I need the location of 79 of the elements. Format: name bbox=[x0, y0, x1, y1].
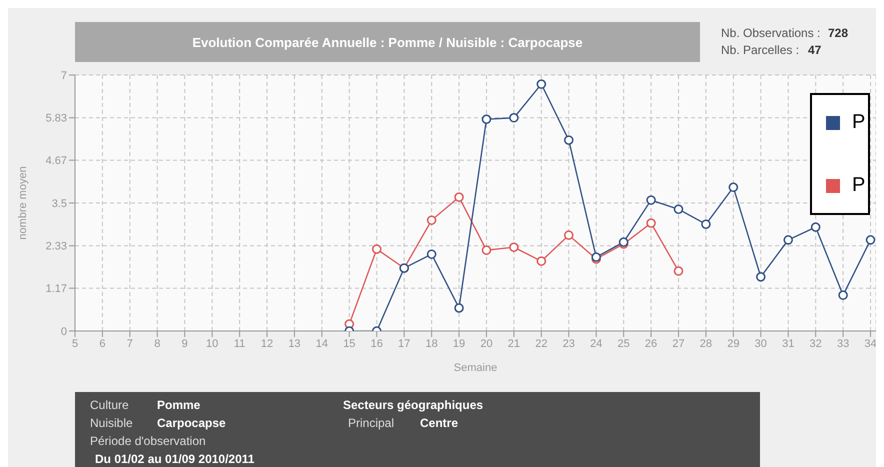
text: Nb. Observations : bbox=[721, 26, 820, 40]
x-tick-label: 30 bbox=[754, 338, 767, 350]
x-tick-label: 28 bbox=[700, 338, 712, 350]
x-tick-label: 24 bbox=[590, 338, 602, 350]
y-tick-label: 5.83 bbox=[46, 112, 67, 125]
point bbox=[728, 182, 738, 192]
chart-title: Evolution Comparée Annuelle : Pomme / Nuisible : Carpocapse bbox=[75, 22, 700, 62]
x-tick-label: 22 bbox=[535, 338, 548, 350]
point bbox=[756, 272, 766, 282]
x-tick-label: 15 bbox=[343, 338, 356, 350]
point bbox=[701, 219, 711, 229]
x-tick-label: 31 bbox=[782, 338, 794, 350]
x-tick-label: 8 bbox=[154, 338, 160, 350]
point bbox=[509, 242, 519, 252]
x-tick-label: 14 bbox=[316, 338, 328, 350]
x-axis-title: Semaine bbox=[454, 362, 498, 374]
text: Pomme bbox=[157, 398, 200, 412]
x-tick-label: 10 bbox=[206, 338, 218, 350]
text: Période d'observation bbox=[90, 434, 206, 448]
x-tick-label: 9 bbox=[182, 338, 188, 350]
point bbox=[646, 218, 656, 228]
point bbox=[426, 249, 436, 259]
y-tick-label: 4.67 bbox=[46, 155, 67, 168]
point bbox=[536, 79, 546, 89]
x-tick-label: 33 bbox=[836, 338, 850, 350]
x-tick-label: 25 bbox=[618, 338, 630, 350]
y-tick-label: 7 bbox=[60, 70, 67, 82]
text: Principal bbox=[348, 416, 394, 430]
x-tick-label: 7 bbox=[126, 338, 133, 350]
x-tick-label: 17 bbox=[398, 338, 410, 350]
legend-label: P bbox=[852, 111, 866, 134]
x-tick-label: 13 bbox=[288, 338, 301, 350]
point bbox=[454, 303, 464, 313]
text: Secteurs géographiques bbox=[343, 398, 484, 412]
x-tick-label: 27 bbox=[672, 338, 685, 350]
text: 47 bbox=[808, 43, 822, 57]
point bbox=[810, 222, 820, 232]
text: 728 bbox=[828, 26, 848, 40]
x-tick-label: 18 bbox=[425, 338, 438, 350]
point bbox=[509, 113, 519, 123]
x-tick-label: 6 bbox=[99, 338, 106, 350]
x-tick-label: 23 bbox=[562, 338, 575, 350]
legend-label: P bbox=[852, 174, 866, 197]
point bbox=[482, 245, 492, 255]
y-tick-label: 2.33 bbox=[46, 240, 67, 253]
text: Culture bbox=[90, 398, 129, 412]
x-tick-label: 11 bbox=[234, 338, 246, 350]
point bbox=[646, 195, 656, 205]
y-tick-label: 0 bbox=[60, 326, 67, 338]
point bbox=[674, 204, 684, 214]
text: Carpocapse bbox=[157, 416, 226, 430]
x-tick-label: 19 bbox=[452, 338, 466, 350]
point bbox=[866, 235, 876, 245]
y-tick-label: 1.17 bbox=[46, 283, 67, 296]
point bbox=[426, 215, 436, 225]
point bbox=[838, 290, 848, 300]
y-axis-title: nombre moyen bbox=[16, 166, 29, 240]
x-tick-label: 26 bbox=[644, 338, 658, 350]
text: Centre bbox=[420, 416, 458, 430]
x-tick-label: 34 bbox=[864, 338, 877, 350]
x-tick-label: 16 bbox=[370, 338, 383, 350]
x-tick-label: 12 bbox=[260, 338, 274, 350]
x-tick-label: 21 bbox=[508, 338, 520, 350]
text: Du 01/02 au 01/09 2010/2011 bbox=[95, 452, 254, 466]
x-tick-label: 5 bbox=[72, 338, 78, 350]
x-tick-label: 32 bbox=[810, 338, 822, 350]
point bbox=[783, 235, 793, 245]
point bbox=[564, 230, 574, 240]
point bbox=[372, 244, 382, 254]
point bbox=[536, 256, 546, 266]
x-tick-label: 20 bbox=[480, 338, 493, 350]
text: Nuisible bbox=[90, 416, 133, 430]
point bbox=[674, 266, 684, 276]
point bbox=[564, 135, 574, 145]
x-tick-label: 29 bbox=[727, 338, 740, 350]
text: Nb. Parcelles : bbox=[721, 43, 800, 57]
point bbox=[454, 192, 464, 202]
point bbox=[482, 114, 492, 124]
y-tick-label: 3.5 bbox=[52, 198, 67, 210]
